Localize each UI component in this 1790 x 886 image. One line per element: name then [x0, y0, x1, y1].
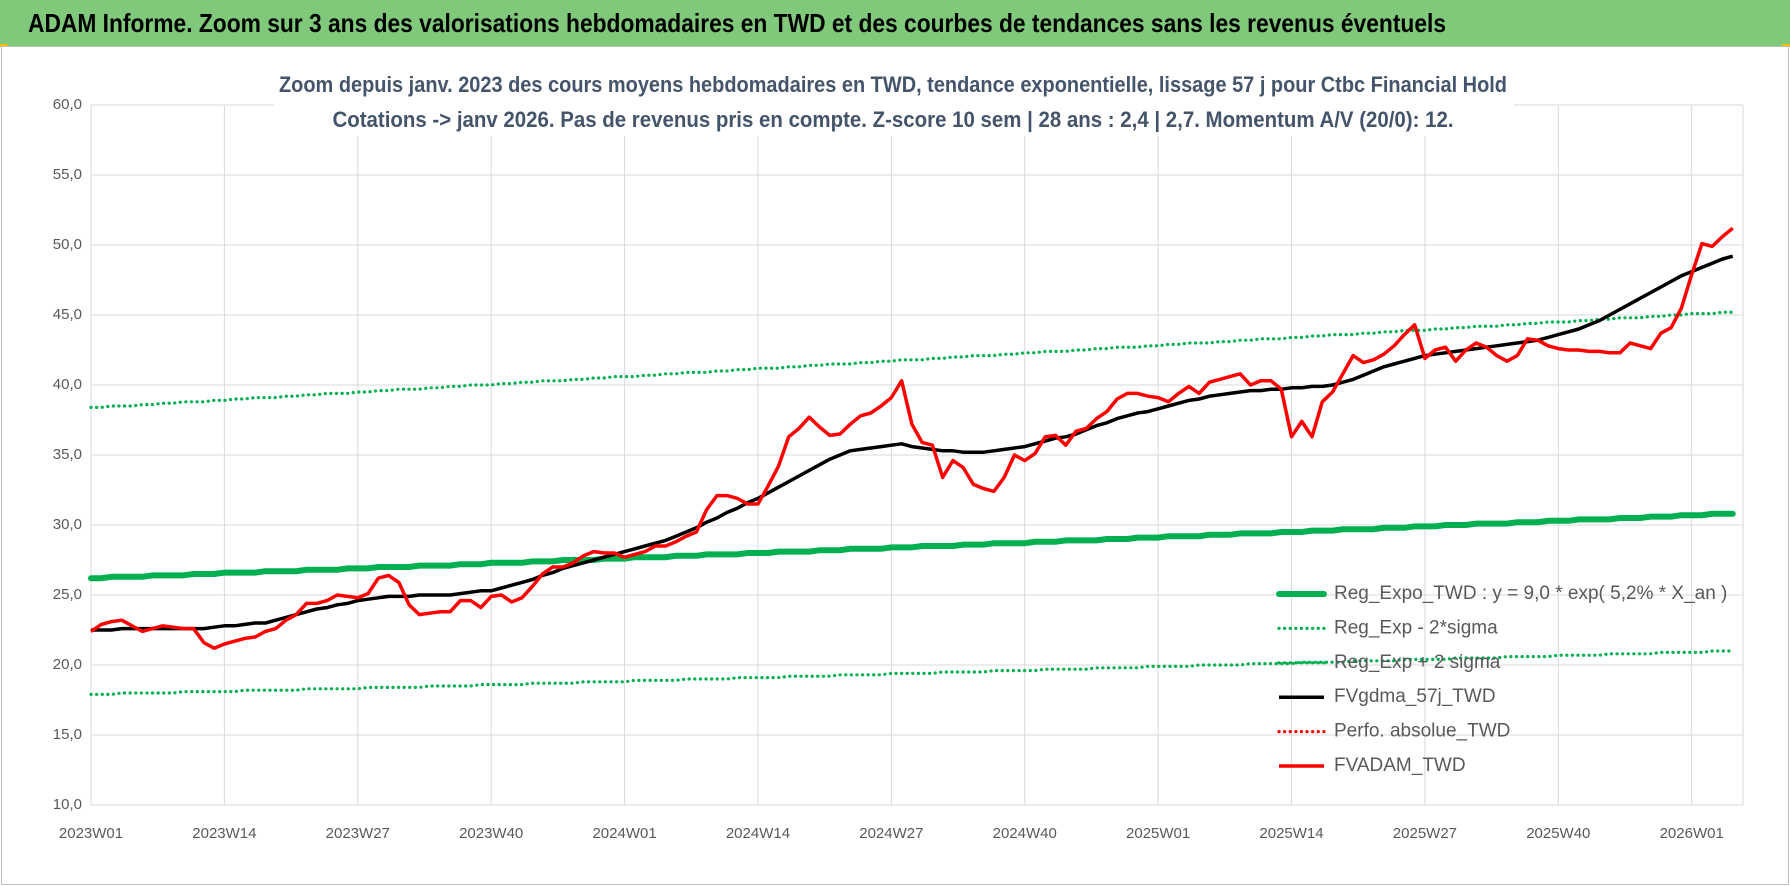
subtitle: Cotations -> janv 2026. Pas de revenus p…: [333, 107, 1454, 132]
x-tick-label: 2024W40: [993, 825, 1057, 842]
x-tick-label: 2024W27: [859, 825, 923, 842]
x-tick-label: 2023W01: [59, 825, 123, 842]
chart-frame: [1, 46, 1789, 885]
x-tick-label: 2026W01: [1660, 825, 1724, 842]
x-tick-label: 2023W40: [459, 825, 523, 842]
legend-label: FVADAM_TWD: [1334, 755, 1466, 776]
y-tick-label: 25,0: [53, 586, 82, 603]
y-tick-label: 20,0: [53, 656, 82, 673]
x-tick-label: 2025W27: [1393, 825, 1457, 842]
legend-label: Reg_Expo_TWD : y = 9,0 * exp( 5,2% * X_a…: [1334, 583, 1727, 604]
chart-title: ADAM Informe. Zoom sur 3 ans des valoris…: [28, 8, 1446, 38]
legend-label: FVgdma_57j_TWD: [1334, 686, 1496, 707]
x-tick-label: 2025W40: [1526, 825, 1590, 842]
subtitle-box: [274, 70, 1514, 136]
x-tick-label: 2025W14: [1259, 825, 1323, 842]
series-line: [89, 310, 1735, 409]
y-tick-label: 45,0: [53, 306, 82, 323]
subtitle: Zoom depuis janv. 2023 des cours moyens …: [279, 72, 1507, 97]
series-line: [88, 510, 1736, 582]
y-tick-label: 35,0: [53, 446, 82, 463]
y-tick-label: 60,0: [53, 96, 82, 113]
x-tick-label: 2023W27: [326, 825, 390, 842]
header-bar: [0, 0, 1790, 46]
corner-accent: [1782, 44, 1790, 47]
x-tick-label: 2024W01: [592, 825, 656, 842]
x-tick-label: 2023W14: [192, 825, 256, 842]
y-tick-label: 55,0: [53, 166, 82, 183]
x-tick-label: 2025W01: [1126, 825, 1190, 842]
legend-label: Reg_Exp + 2 sigma: [1334, 652, 1501, 673]
y-tick-label: 15,0: [53, 726, 82, 743]
plot-area: [88, 226, 1736, 696]
legend: Reg_Expo_TWD : y = 9,0 * exp( 5,2% * X_a…: [1276, 583, 1727, 776]
y-tick-label: 30,0: [53, 516, 82, 533]
legend-label: Perfo. absolue_TWD: [1334, 721, 1510, 742]
x-tick-label: 2024W14: [726, 825, 790, 842]
series-line: [91, 254, 1734, 632]
corner-accent: [0, 44, 8, 47]
y-tick-label: 10,0: [53, 796, 82, 813]
series-line: [89, 649, 1735, 696]
series-line: [90, 226, 1734, 650]
y-tick-label: 50,0: [53, 236, 82, 253]
y-tick-label: 40,0: [53, 376, 82, 393]
legend-label: Reg_Exp - 2*sigma: [1334, 617, 1498, 638]
